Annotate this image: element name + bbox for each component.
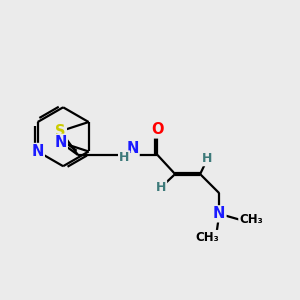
Text: S: S [56,124,66,139]
Text: N: N [213,206,226,221]
Text: H: H [119,152,129,164]
Text: O: O [151,122,164,137]
Text: N: N [126,141,139,156]
Text: CH₃: CH₃ [196,231,219,244]
Text: H: H [202,152,213,165]
Text: N: N [32,144,44,159]
Text: CH₃: CH₃ [239,213,263,226]
Text: N: N [54,135,67,150]
Text: H: H [156,181,166,194]
